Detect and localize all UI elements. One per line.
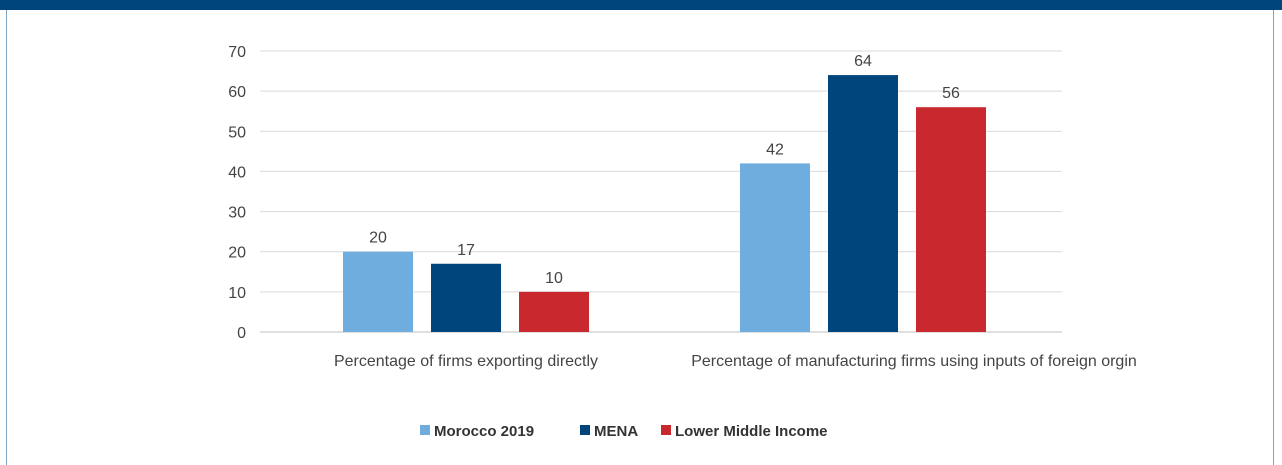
legend: Morocco 2019 MENA Lower Middle Income [420, 423, 828, 440]
data-label-morocco-2019-0: 20 [369, 230, 387, 247]
bar-lower-middle-income-1 [916, 107, 986, 332]
y-tick-label-70: 70 [228, 44, 246, 61]
y-axis-ticks: 0 10 20 30 40 50 60 70 [228, 44, 246, 342]
legend-swatch-lower-middle-income [661, 425, 671, 435]
figure-frame [6, 10, 1274, 465]
data-label-morocco-2019-1: 42 [766, 141, 784, 158]
y-tick-label-50: 50 [228, 124, 246, 141]
data-labels: 20 17 10 42 64 56 [369, 53, 960, 287]
legend-swatch-mena [580, 425, 590, 435]
y-tick-label-20: 20 [228, 245, 246, 262]
legend-label-morocco-2019: Morocco 2019 [434, 423, 534, 440]
bar-morocco-2019-0 [343, 251, 413, 332]
bar-morocco-2019-1 [740, 163, 810, 332]
y-tick-label-30: 30 [228, 205, 246, 222]
category-label-0: Percentage of firms exporting directly [334, 353, 598, 370]
data-label-lower-middle-income-0: 10 [545, 270, 563, 287]
category-label-1: Percentage of manufacturing firms using … [691, 353, 1137, 370]
bar-mena-0 [431, 263, 501, 332]
bars [343, 75, 986, 332]
header-bar [0, 0, 1282, 10]
y-tick-label-0: 0 [237, 325, 246, 342]
legend-label-mena: MENA [594, 423, 638, 440]
y-tick-label-60: 60 [228, 84, 246, 101]
y-tick-label-40: 40 [228, 164, 246, 181]
bar-lower-middle-income-0 [519, 291, 589, 332]
legend-swatch-morocco-2019 [420, 425, 430, 435]
data-label-mena-0: 17 [457, 242, 475, 259]
category-labels: Percentage of firms exporting directly P… [334, 353, 1137, 370]
bar-mena-1 [828, 75, 898, 332]
data-label-lower-middle-income-1: 56 [942, 85, 960, 102]
y-tick-label-10: 10 [228, 285, 246, 302]
data-label-mena-1: 64 [854, 53, 872, 70]
legend-label-lower-middle-income: Lower Middle Income [675, 423, 828, 440]
